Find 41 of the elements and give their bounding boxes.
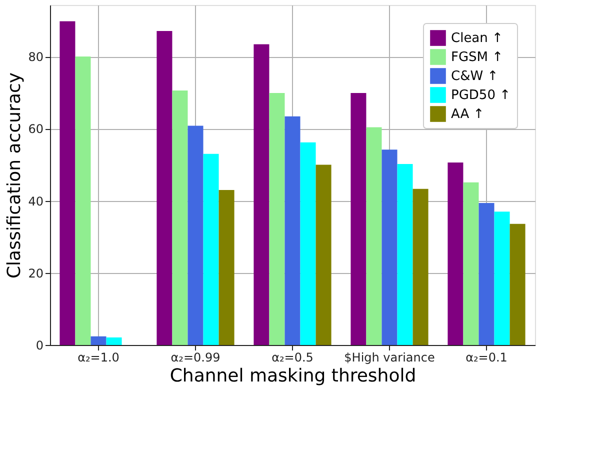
y-tick-label: 60 [28,122,44,136]
bar [510,224,526,345]
x-tick-label: α₂=0.99 [170,350,220,364]
bar [494,212,510,345]
legend-label: FGSM ↑ [451,50,504,65]
bar [203,154,219,345]
bar [75,56,91,345]
bar [254,44,270,345]
bar [478,202,494,345]
bar [350,92,366,345]
legend-label: PGD50 ↑ [451,88,510,103]
bar [463,182,479,345]
y-tick-label: 0 [36,338,44,352]
bar [300,142,316,345]
bar [448,162,464,345]
bar [156,30,172,345]
x-tick-label: $High variance [344,350,435,364]
bar [188,126,204,345]
bar [218,190,234,345]
y-tick-label: 80 [28,50,44,64]
bar [106,337,122,345]
y-tick-label: 20 [28,266,44,280]
bar [382,150,398,345]
bar [316,164,332,345]
bar [60,21,76,345]
legend-label: Clean ↑ [451,31,503,46]
bar [412,188,428,345]
y-axis-title: Classification accuracy [4,72,26,279]
legend-label: C&W ↑ [451,69,498,84]
bar [397,164,413,345]
bar [366,127,382,345]
x-tick-label: α₂=1.0 [78,350,120,364]
x-tick-label: α₂=0.1 [466,350,508,364]
x-tick-label: α₂=0.5 [272,350,314,364]
bar [284,116,300,345]
x-axis-title: Channel masking threshold [170,366,416,386]
bar [269,92,285,345]
y-tick-label: 40 [28,194,44,208]
bar [90,336,106,345]
bar [172,90,188,345]
legend-label: AA ↑ [451,107,484,122]
